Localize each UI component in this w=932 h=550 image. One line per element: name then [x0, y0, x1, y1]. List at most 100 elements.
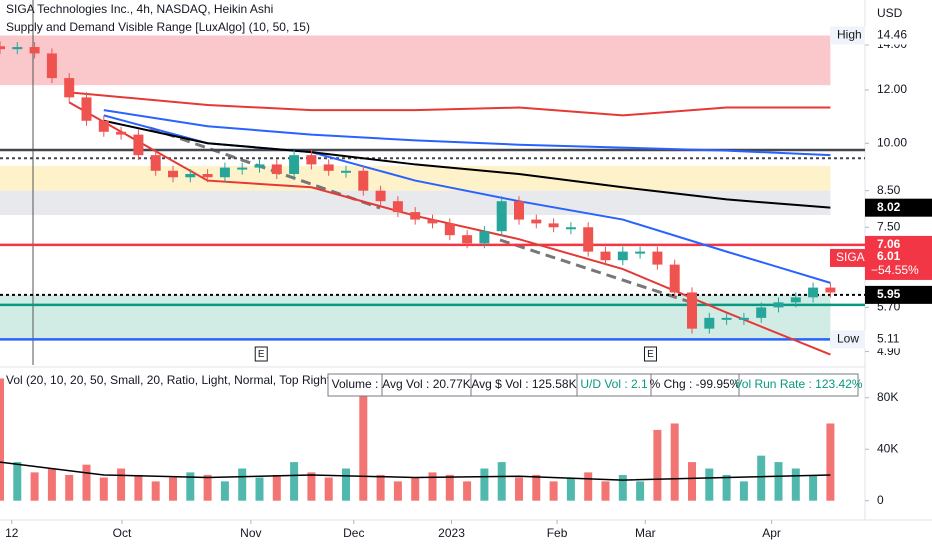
candle [808, 287, 819, 298]
x-tick-label: Oct [113, 526, 132, 540]
candle [617, 251, 628, 261]
volume-bar [151, 481, 160, 501]
volume-bar [82, 464, 91, 501]
volume-bar [739, 481, 748, 501]
candle [669, 264, 680, 293]
x-tick-label: Mar [635, 526, 656, 540]
volume-bar [65, 474, 74, 501]
y-tick-label: 40K [877, 441, 898, 455]
zone [0, 166, 831, 191]
y-tick-label: 8.50 [877, 183, 901, 197]
volume-bar [255, 477, 264, 501]
candle [704, 317, 715, 329]
price-label-name: Low [837, 331, 859, 345]
candle [81, 97, 92, 121]
table-text: Vol Run Rate : 123.42% [734, 377, 862, 391]
volume-bar [220, 481, 229, 501]
y-tick-label: 7.50 [877, 219, 901, 233]
x-tick-label: 2023 [438, 526, 465, 540]
y-tick-label: 80K [877, 390, 898, 404]
indicator-line [69, 91, 831, 117]
candle [219, 167, 230, 178]
candle [254, 164, 265, 168]
candle [12, 47, 23, 50]
y-tick-label: 12.00 [877, 82, 907, 96]
volume-bar [290, 462, 299, 501]
candle [583, 227, 594, 252]
volume-bar [238, 468, 247, 501]
indicator-line [0, 461, 831, 481]
volume-title: Vol (20, 10, 20, 50, Small, 20, Ratio, L… [6, 373, 334, 387]
volume-bar [705, 468, 714, 501]
volume-bar [722, 474, 731, 501]
price-label-box [865, 330, 932, 349]
candle [133, 134, 144, 156]
candle [462, 235, 473, 244]
candle [790, 297, 801, 303]
candle [29, 47, 40, 54]
volume-bar [393, 481, 402, 501]
volume-bar [463, 481, 472, 501]
candle [773, 302, 784, 308]
x-tick-label: Dec [343, 526, 364, 540]
volume-bar [445, 474, 454, 501]
candle [427, 219, 438, 224]
candle [306, 155, 317, 165]
currency: USD [877, 6, 903, 20]
x-tick-label: Nov [240, 526, 261, 540]
zone [0, 35, 831, 86]
volume-bar [342, 468, 350, 501]
table-cell [738, 373, 859, 397]
candle [375, 190, 386, 202]
volume-bar [636, 481, 645, 501]
chart-title: SIGA Technologies Inc., 4h, NASDAQ, Heik… [6, 2, 273, 16]
candle [150, 155, 161, 171]
volume-bar [584, 472, 593, 501]
table-text: Avg Vol : 20.77K [382, 377, 471, 391]
volume-bar [549, 481, 558, 501]
volume-bar [359, 374, 368, 501]
candle [271, 164, 282, 175]
candle [738, 317, 749, 320]
volume-bar [428, 472, 437, 501]
candle [479, 231, 490, 244]
table-text: U/D Vol : 2.1 [580, 377, 648, 391]
volume-bar [688, 462, 696, 501]
table-text: % Chg : -99.95% [650, 377, 741, 391]
price-label-value: 5.95 [877, 287, 901, 301]
volume-bar [653, 429, 662, 501]
candle [392, 201, 403, 213]
candle [289, 155, 300, 175]
volume-bar [99, 477, 108, 501]
price-label-box [865, 198, 932, 217]
x-tick-label: Feb [547, 526, 568, 540]
volume-bar [566, 477, 575, 501]
volume-bar [618, 474, 627, 501]
zone [0, 294, 831, 340]
price-label-value: 5.11 [877, 331, 900, 345]
trend-line [149, 126, 381, 210]
price-label-name-box [830, 330, 865, 349]
volume-bar [47, 468, 56, 501]
volume-bar [515, 477, 523, 501]
volume-bar [532, 474, 541, 501]
price-label-value: 14.46 [877, 28, 907, 42]
price-label-name-box [830, 26, 865, 45]
candle [565, 227, 576, 230]
candle [116, 131, 127, 135]
volume-bar [497, 462, 506, 501]
volume-bar [757, 455, 766, 501]
candle [410, 212, 421, 220]
candle [0, 46, 5, 50]
table-text: Avg $ Vol : 125.58K [471, 377, 576, 391]
price-label-box [865, 285, 932, 304]
candle [721, 317, 732, 320]
price-label-box [865, 247, 932, 280]
indicator-line [103, 109, 831, 157]
volume-bar [13, 462, 22, 501]
event-marker [643, 346, 657, 362]
candle [496, 201, 507, 232]
price-label-value: 7.06 [877, 237, 901, 251]
